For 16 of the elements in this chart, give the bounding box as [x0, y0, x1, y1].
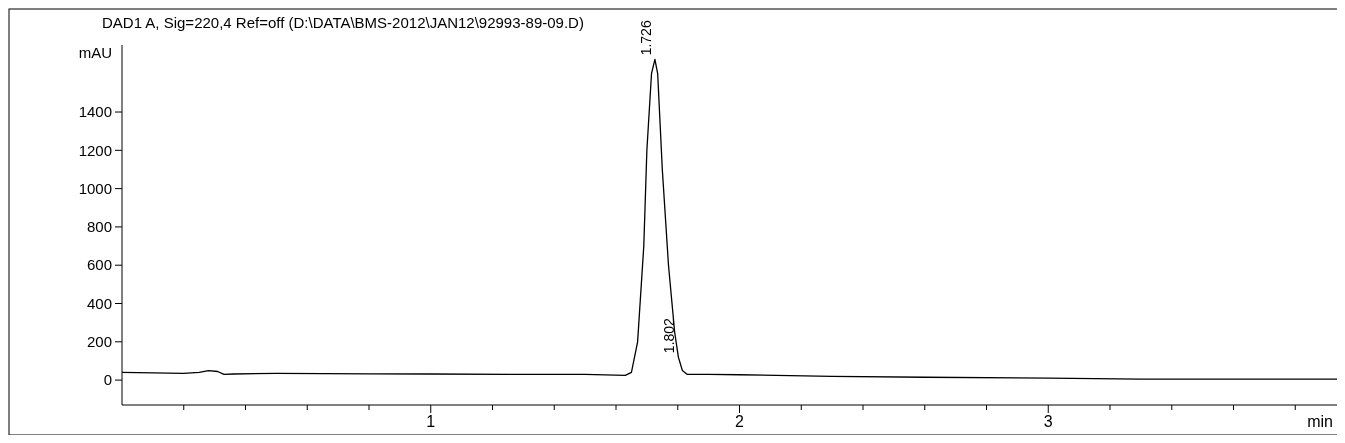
y-tick-label: 800: [86, 218, 112, 236]
y-tick-label: 200: [86, 333, 112, 351]
x-tick-label: 3: [1043, 413, 1053, 430]
x-tick-label: 2: [735, 413, 745, 430]
y-axis-title: mAU: [78, 44, 112, 62]
y-tick-label: 1400: [78, 103, 112, 121]
y-tick-label: 1200: [78, 141, 112, 159]
y-tick-label: 1000: [78, 179, 112, 197]
x-axis-title: min: [1307, 413, 1333, 430]
y-tick-label: 0: [103, 371, 112, 389]
x-tick-label: 1: [426, 413, 436, 430]
chart-title: DAD1 A, Sig=220,4 Ref=off (D:\DATA\BMS-2012\JAN12\92993-89-09.D): [102, 14, 584, 31]
y-tick-label: 600: [86, 256, 112, 274]
annotation: 1.802: [661, 317, 678, 354]
annotation: 1.726: [637, 20, 654, 56]
y-tick-label: 400: [86, 294, 112, 312]
